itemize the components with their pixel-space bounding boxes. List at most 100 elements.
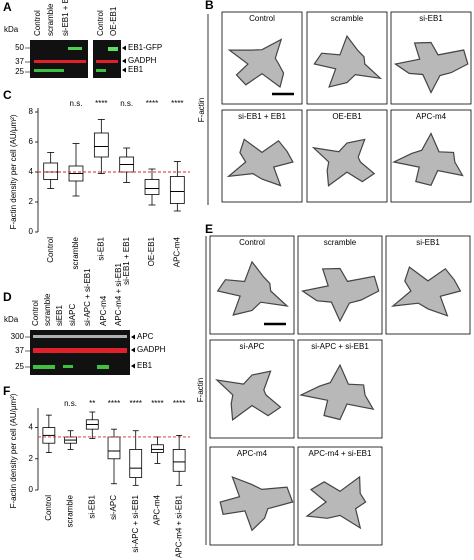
image-label: Control: [239, 238, 265, 247]
box: [93, 132, 109, 158]
band-label: APC: [137, 332, 154, 341]
cell: [226, 138, 294, 187]
image-label: OE-EB1: [332, 112, 362, 121]
cell: [216, 260, 289, 316]
blot-a: [30, 40, 121, 78]
image-label: si-EB1 + EB1: [238, 112, 286, 121]
band-arrow: [122, 45, 126, 51]
y-tick-label: 0: [29, 227, 34, 236]
x-tick-label: si-APC: [109, 495, 118, 520]
box: [172, 449, 186, 472]
lane-label: Control: [33, 10, 42, 36]
marker-label: 25: [15, 362, 24, 371]
marker-label: 37: [15, 57, 24, 66]
cell: [392, 132, 464, 187]
panel-letter: B: [205, 0, 214, 12]
significance: n.s.: [70, 99, 83, 108]
y-tick-label: 2: [29, 454, 34, 463]
cell: [390, 266, 462, 317]
image-label: Control: [249, 14, 275, 23]
image-label: scramble: [324, 238, 357, 247]
cell: [301, 267, 380, 323]
image-label: si-EB1: [416, 238, 440, 247]
box: [107, 436, 121, 460]
lane-label: siAPC: [68, 304, 77, 326]
x-tick-label: APC-m4: [153, 494, 162, 525]
y-tick-label: 4: [29, 167, 34, 176]
significance: **: [89, 399, 95, 408]
marker-label: 300: [11, 332, 25, 341]
significance: n.s.: [64, 399, 77, 408]
significance: ****: [173, 399, 185, 408]
y-axis-label: F-actin density per cell (AU/µm²): [9, 114, 18, 229]
x-tick-label: APC-m4: [172, 236, 181, 267]
image-label: scramble: [331, 14, 364, 23]
band-label: EB1: [137, 361, 153, 370]
cell: [215, 370, 282, 422]
marker-label: 25: [15, 67, 24, 76]
box: [151, 444, 164, 453]
x-tick-label: APC-m4 + si-EB1: [174, 494, 183, 557]
significance: ****: [151, 399, 163, 408]
y-tick-label: 8: [29, 107, 34, 116]
band-label: EB1-GFP: [128, 43, 162, 52]
y-tick-label: 4: [29, 423, 34, 432]
lane-label: Control: [96, 10, 105, 36]
significance: ****: [108, 399, 120, 408]
y-tick-label: 2: [29, 197, 34, 206]
image-label: APC-m4: [416, 112, 447, 121]
cell: [219, 475, 294, 532]
unit-label: kDa: [4, 315, 19, 324]
x-tick-label: scramble: [71, 236, 80, 269]
blot-d: [30, 330, 130, 375]
image-label: si-EB1: [419, 14, 443, 23]
band-label: GADPH: [137, 345, 166, 354]
x-tick-label: Control: [46, 237, 55, 263]
lane-label: scramble: [46, 3, 55, 36]
cell: [313, 34, 383, 88]
box: [144, 179, 160, 195]
significance: ****: [129, 399, 141, 408]
x-tick-label: si-EB1: [87, 494, 96, 518]
x-tick-label: Control: [44, 495, 53, 521]
image-label: si-APC + si-EB1: [311, 342, 369, 351]
image-label: si-APC: [240, 342, 265, 351]
lane-label: APC-m4: [99, 295, 108, 326]
cell: [311, 138, 376, 187]
band-arrow: [122, 58, 126, 64]
y-tick-label: 0: [29, 485, 34, 494]
box: [169, 176, 185, 204]
y-axis-label: F-actin density per cell (AU/µm²): [9, 393, 18, 508]
lane-label: scramble: [43, 293, 52, 326]
cell: [227, 38, 285, 89]
band-arrow: [122, 67, 126, 73]
band-label: EB1: [128, 65, 144, 74]
marker-label: 50: [15, 43, 24, 52]
band-label: GADPH: [128, 56, 157, 65]
band-arrow: [131, 347, 135, 353]
unit-label: kDa: [4, 25, 19, 34]
marker-label: 37: [15, 346, 24, 355]
significance: ****: [171, 99, 183, 108]
significance: n.s.: [120, 99, 133, 108]
x-tick-label: OE-EB1: [147, 236, 156, 266]
panel-letter: A: [3, 0, 12, 14]
stain-label: F-actin: [196, 378, 205, 402]
x-tick-label: si-EB1 + EB1: [122, 236, 131, 284]
x-tick-label: si-EB1: [96, 236, 105, 260]
panel-letter: E: [205, 222, 213, 236]
lane-label: siEB1: [55, 305, 64, 326]
x-tick-label: scramble: [66, 494, 75, 527]
significance: ****: [146, 99, 158, 108]
lane-label: OE-EB1: [109, 6, 118, 36]
image-label: APC-m4 + si-EB1: [309, 449, 372, 458]
cell: [393, 41, 469, 94]
significance: ****: [95, 99, 107, 108]
band-arrow: [131, 334, 135, 340]
cell: [299, 363, 375, 421]
box: [43, 162, 59, 180]
lane-label: APC-m4 + si-EB1: [114, 263, 123, 326]
y-tick-label: 6: [29, 137, 34, 146]
